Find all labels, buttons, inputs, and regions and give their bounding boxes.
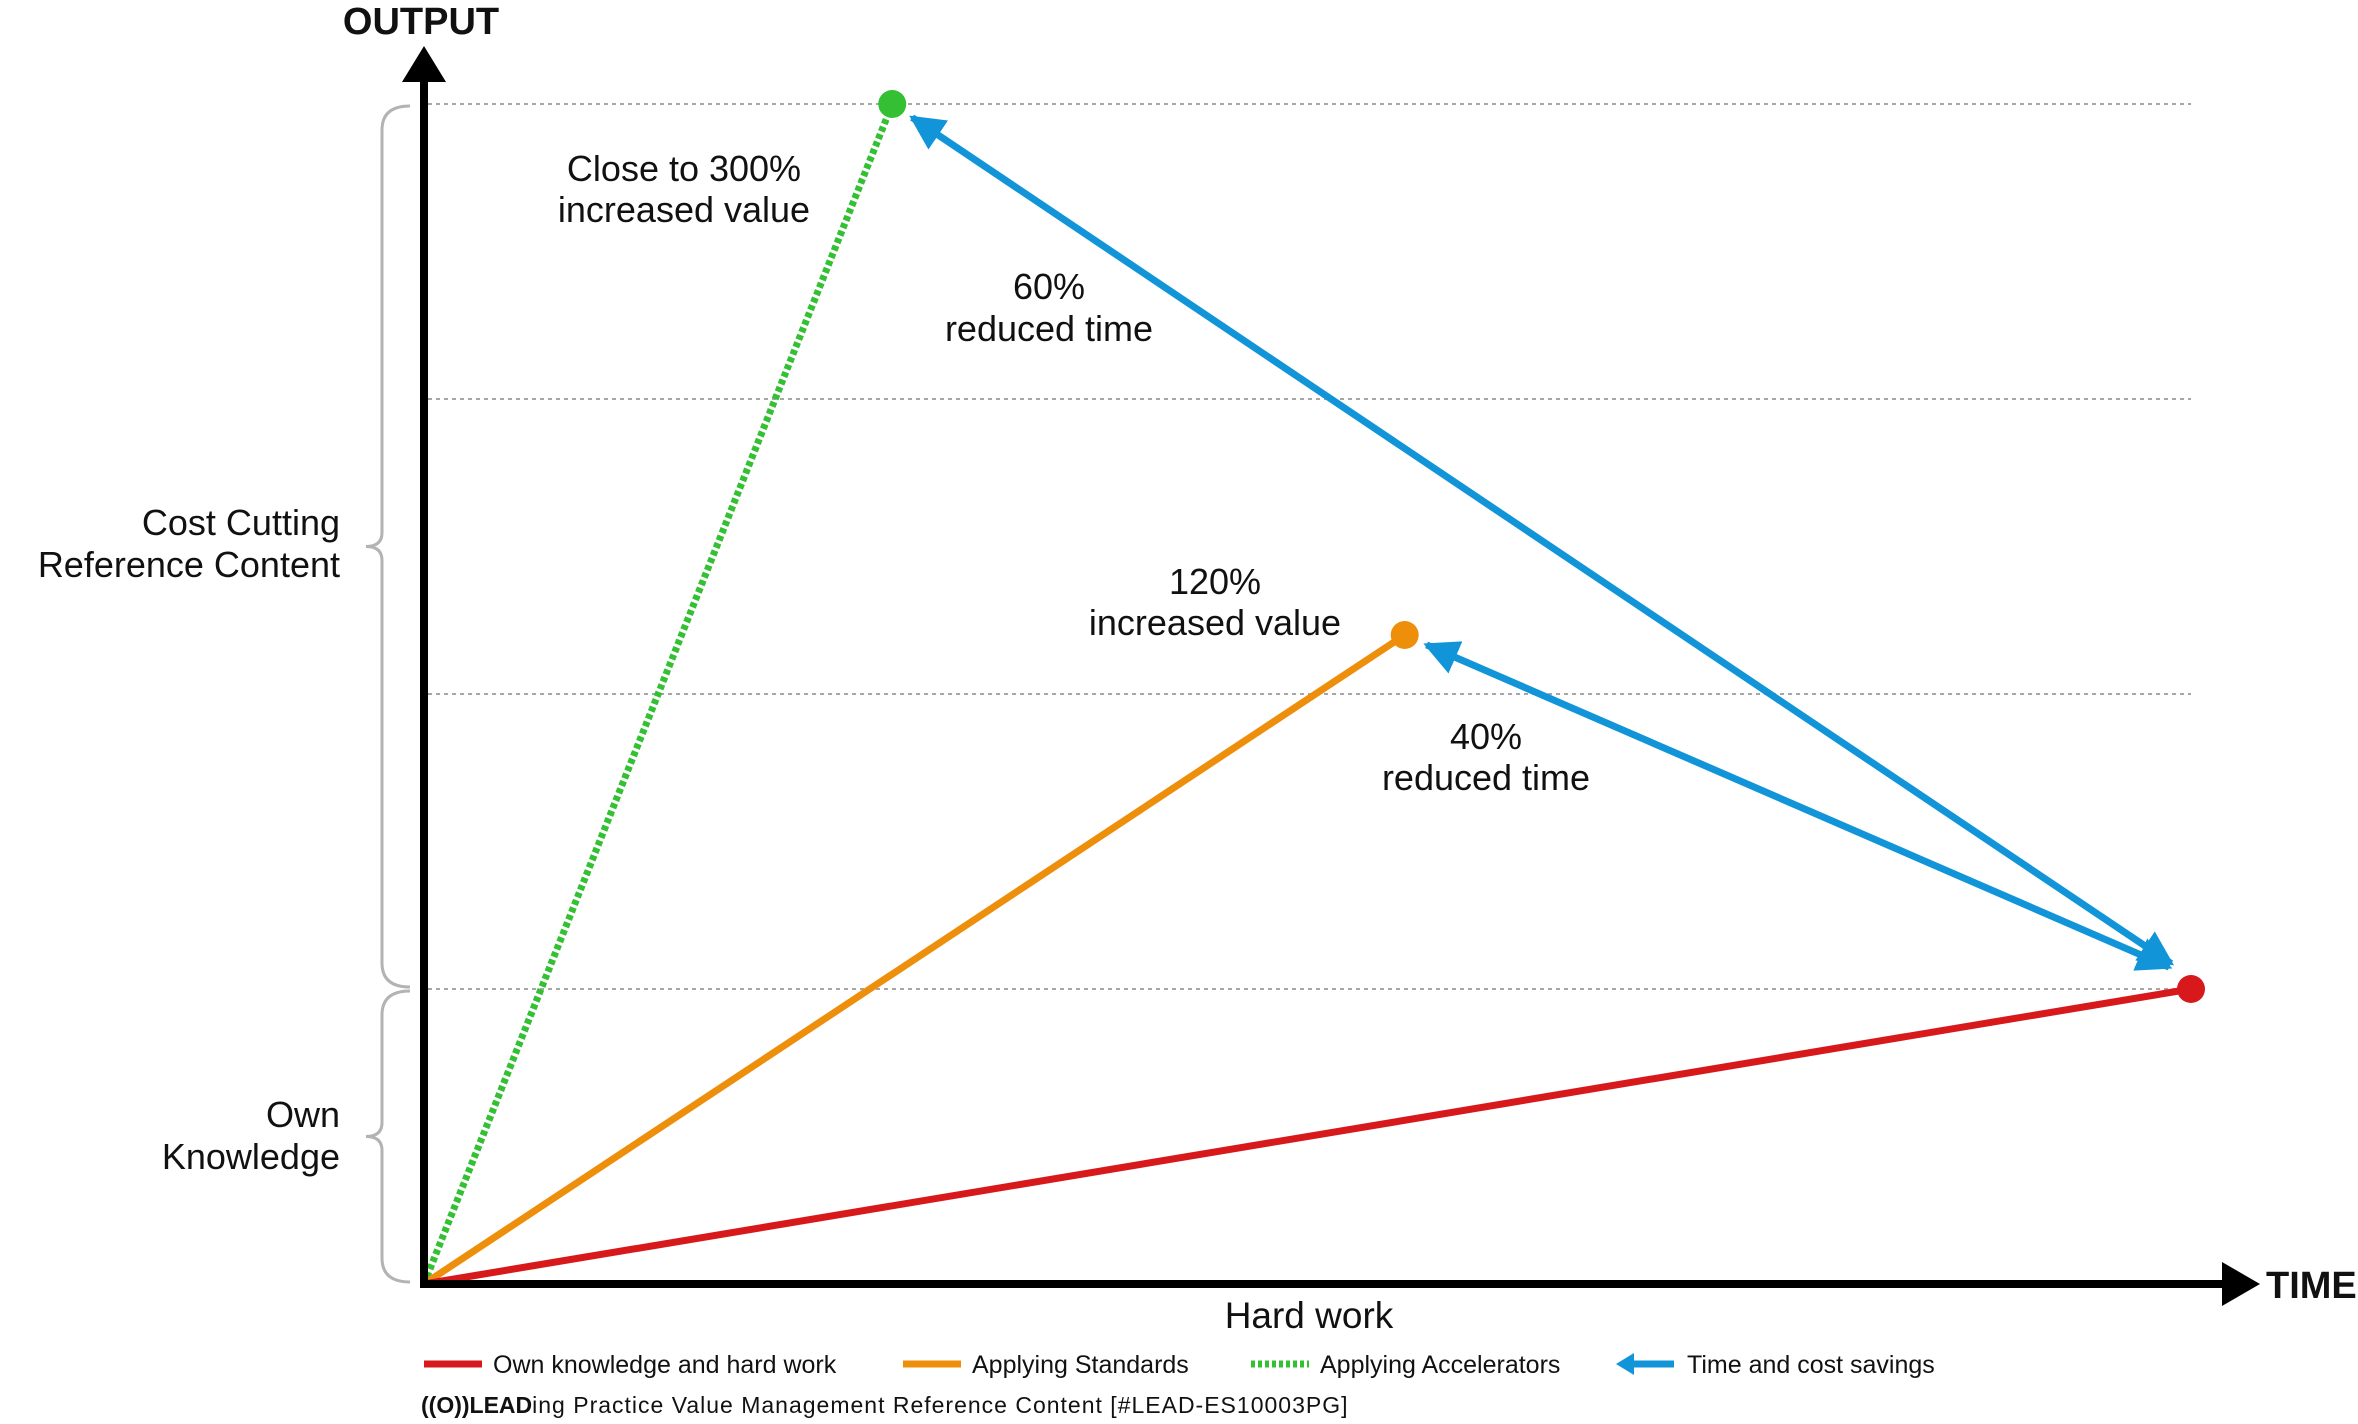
series-own-knowledge-and-hard-work	[423, 985, 2192, 1288]
standards-annotation-line2: increased value	[1089, 602, 1341, 643]
savings-arrow-2	[1423, 641, 2173, 971]
cost-cutting-label-line2: Reference Content	[38, 544, 340, 585]
x-axis-title: TIME	[2266, 1265, 2357, 1307]
savings-arrows	[909, 114, 2175, 971]
own-knowledge-label-line1: Own	[266, 1094, 340, 1135]
end-marker-own-knowledge-and-hard-work	[2177, 975, 2205, 1003]
series-applying-accelerators	[420, 102, 896, 1286]
end-marker-applying-accelerators	[878, 90, 907, 118]
legend-label-own-knowledge: Own knowledge and hard work	[493, 1351, 837, 1379]
braces	[365, 104, 411, 1284]
gridlines	[428, 103, 2191, 990]
legend-label-standards: Applying Standards	[972, 1351, 1189, 1379]
brace-cost-cutting-reference-content	[365, 104, 411, 989]
legend-swatch-savings-head	[1616, 1353, 1634, 1375]
savings40-label-line1: 40%	[1450, 716, 1522, 757]
footer-credit: ((O))LEADing Practice Value Management R…	[421, 1392, 1348, 1419]
axes: OUTPUT TIME Hard work	[343, 1, 2357, 1336]
footer-text: ing Practice Value Management Reference …	[532, 1392, 1349, 1418]
legend-label-savings: Time and cost savings	[1687, 1351, 1935, 1379]
savings60-label-line1: 60%	[1013, 266, 1085, 307]
x-axis-label: Hard work	[1225, 1295, 1394, 1336]
savings40-label-line2: reduced time	[1382, 757, 1590, 798]
y-axis-arrowhead	[402, 46, 446, 82]
cost-cutting-label-line1: Cost Cutting	[142, 502, 340, 543]
savings60-label-line2: reduced time	[945, 308, 1153, 349]
accelerator-annotation-line2: increased value	[558, 189, 810, 230]
end-marker-applying-standards	[1390, 621, 1419, 649]
brace-own-knowledge	[365, 989, 411, 1284]
annotations: Close to 300% increased value 120% incre…	[38, 148, 1590, 1177]
accelerator-annotation-line1: Close to 300%	[567, 148, 801, 189]
own-knowledge-label-line2: Knowledge	[162, 1136, 340, 1177]
series-applying-standards	[422, 632, 1407, 1287]
y-axis-title: OUTPUT	[343, 1, 499, 43]
x-axis-arrowhead	[2222, 1262, 2260, 1306]
end-markers	[878, 90, 2205, 1003]
footer-logo: ((O))LEAD	[421, 1392, 533, 1418]
standards-annotation-line1: 120%	[1169, 561, 1261, 602]
legend: Own knowledge and hard work Applying Sta…	[424, 1351, 1935, 1379]
legend-label-accelerators: Applying Accelerators	[1320, 1351, 1560, 1379]
